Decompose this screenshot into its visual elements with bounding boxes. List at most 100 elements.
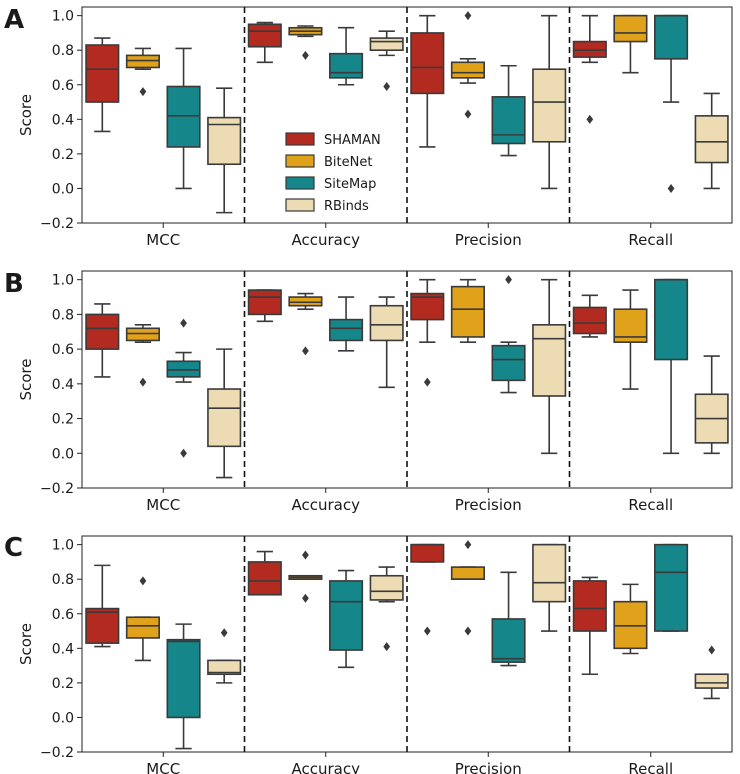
y-axis-label: Score bbox=[17, 623, 35, 665]
box-BiteNet-Recall bbox=[613, 14, 648, 74]
panel-label: B bbox=[4, 269, 24, 299]
panel-label: C bbox=[4, 533, 23, 563]
box-RBinds-MCC bbox=[207, 87, 242, 214]
outlier-point bbox=[464, 109, 472, 119]
y-axis-label: Score bbox=[17, 358, 35, 400]
legend-swatch bbox=[285, 176, 315, 190]
box-BiteNet-Precision bbox=[450, 11, 485, 119]
x-tick-label: MCC bbox=[146, 231, 180, 249]
y-tick-label: 0.2 bbox=[52, 412, 74, 428]
box-body bbox=[369, 574, 404, 601]
box-BiteNet-MCC bbox=[125, 47, 160, 97]
y-tick-label: 0.0 bbox=[52, 181, 74, 197]
legend-item-SiteMap: SiteMap bbox=[285, 176, 376, 192]
x-tick-label: Accuracy bbox=[292, 760, 361, 774]
box-body bbox=[410, 32, 445, 95]
y-tick-label: 0.4 bbox=[52, 641, 74, 657]
y-tick-label: 0.2 bbox=[52, 676, 74, 692]
y-tick-label: 0.4 bbox=[52, 112, 74, 128]
legend-item-RBinds: RBinds bbox=[285, 198, 369, 214]
box-SHAMAN-Recall bbox=[572, 14, 607, 124]
legend-label: BiteNet bbox=[324, 155, 372, 170]
box-body bbox=[369, 304, 404, 342]
box-RBinds-Recall bbox=[694, 355, 729, 455]
box-body bbox=[654, 278, 689, 361]
y-tick-label: 0.2 bbox=[52, 147, 74, 163]
box-body bbox=[247, 23, 282, 48]
box-BiteNet-MCC bbox=[125, 324, 160, 387]
outlier-point bbox=[302, 346, 309, 356]
box-SiteMap-Accuracy bbox=[329, 569, 364, 669]
box-body bbox=[207, 388, 242, 448]
box-RBinds-Precision bbox=[532, 543, 567, 632]
outlier-point bbox=[139, 576, 147, 586]
box-body bbox=[491, 344, 526, 382]
outlier-point bbox=[139, 377, 147, 387]
box-body bbox=[532, 324, 567, 397]
box-RBinds-Recall bbox=[694, 92, 729, 190]
box-SHAMAN-Precision bbox=[410, 14, 445, 148]
outlier-point bbox=[423, 377, 431, 387]
y-tick-label: 1.0 bbox=[52, 273, 74, 289]
box-body bbox=[85, 44, 120, 103]
box-body bbox=[654, 543, 689, 632]
box-body bbox=[572, 40, 607, 58]
outlier-point bbox=[180, 318, 187, 328]
panel-A: A −0.2 0.0 0.2 0.4 0.6 0.8 1.0 Score MCC Accuracy P… bbox=[4, 5, 733, 249]
box-body bbox=[450, 566, 485, 581]
box-RBinds-Recall bbox=[694, 645, 729, 700]
outlier-point bbox=[302, 593, 309, 603]
box-SHAMAN-Accuracy bbox=[247, 21, 282, 64]
outlier-point bbox=[180, 448, 187, 458]
box-body bbox=[410, 543, 445, 563]
x-tick-label: Recall bbox=[628, 760, 673, 774]
box-body bbox=[532, 543, 567, 603]
box-BiteNet-Accuracy bbox=[288, 550, 323, 603]
panel-C: C −0.2 0.0 0.2 0.4 0.6 0.8 1.0 Score MCC Accuracy P… bbox=[4, 533, 733, 774]
box-SiteMap-Recall bbox=[654, 14, 689, 193]
box-RBinds-Accuracy bbox=[369, 296, 404, 389]
outlier-point bbox=[708, 645, 716, 655]
x-tick-label: Precision bbox=[455, 496, 522, 514]
box-SHAMAN-Accuracy bbox=[247, 289, 282, 323]
box-body bbox=[410, 292, 445, 321]
outlier-point bbox=[464, 626, 472, 636]
x-tick-label: MCC bbox=[146, 760, 180, 774]
box-body bbox=[491, 96, 526, 145]
x-tick-label: Accuracy bbox=[292, 496, 361, 514]
y-tick-label: 0.0 bbox=[52, 710, 74, 726]
y-tick-label: −0.2 bbox=[40, 745, 74, 761]
box-body bbox=[329, 580, 364, 651]
box-BiteNet-Accuracy bbox=[288, 25, 323, 60]
box-BiteNet-Accuracy bbox=[288, 292, 323, 356]
box-body bbox=[369, 37, 404, 51]
box-SiteMap-Precision bbox=[491, 571, 526, 667]
box-body bbox=[450, 285, 485, 338]
box-RBinds-Accuracy bbox=[369, 30, 404, 91]
y-axis-label: Score bbox=[17, 94, 35, 136]
box-body bbox=[572, 306, 607, 335]
box-body bbox=[329, 52, 364, 79]
box-SiteMap-MCC bbox=[166, 47, 201, 190]
box-SiteMap-Recall bbox=[654, 543, 689, 632]
y-tick-label: 0.0 bbox=[52, 446, 74, 462]
box-body bbox=[491, 618, 526, 663]
box-body bbox=[613, 600, 648, 650]
box-body bbox=[532, 68, 567, 143]
box-BiteNet-Recall bbox=[613, 583, 648, 655]
box-SHAMAN-Precision bbox=[410, 278, 445, 387]
box-body bbox=[654, 14, 689, 60]
box-RBinds-MCC bbox=[207, 628, 242, 684]
outlier-point bbox=[139, 87, 147, 97]
legend: SHAMAN BiteNet SiteMap RBinds bbox=[285, 132, 381, 214]
box-SiteMap-Recall bbox=[654, 278, 689, 455]
legend-swatch bbox=[285, 132, 315, 146]
legend-label: RBinds bbox=[324, 199, 369, 214]
y-tick-label: 0.6 bbox=[52, 342, 74, 358]
x-tick-label: Accuracy bbox=[292, 231, 361, 249]
box-SiteMap-Accuracy bbox=[329, 26, 364, 86]
box-BiteNet-Precision bbox=[450, 278, 485, 343]
box-SHAMAN-Precision bbox=[410, 543, 445, 636]
box-SiteMap-Precision bbox=[491, 64, 526, 157]
